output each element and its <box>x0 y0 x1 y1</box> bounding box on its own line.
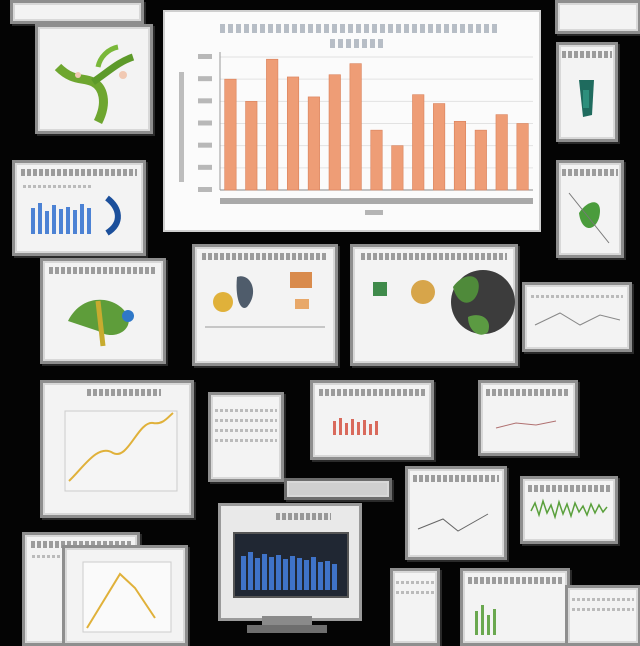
bar <box>245 101 258 191</box>
thumbnail-specimen <box>556 42 618 142</box>
thumbnail-green-sketch <box>556 160 624 258</box>
bar <box>412 94 425 191</box>
thumbnail-strip-top-right <box>555 0 640 34</box>
plant-diagram-image <box>54 44 135 125</box>
bar <box>370 129 383 191</box>
yellow-peak-chart <box>82 561 172 633</box>
thumbnail-green-noise <box>520 476 618 544</box>
chart-subtitle-illegible <box>330 39 385 48</box>
thumbnail-green-diagram <box>40 258 166 364</box>
thumbnail-plot-doc <box>405 466 507 560</box>
thumbnail-table-bottom-right <box>565 585 640 646</box>
specimen-image <box>579 80 594 117</box>
y-axis-label-illegible <box>179 72 184 182</box>
bar <box>495 114 508 191</box>
chart-title-illegible <box>220 24 500 33</box>
monitor-screen <box>233 532 349 598</box>
monitor-base <box>247 625 327 633</box>
y-tick-label-illegible <box>198 187 212 192</box>
bar <box>286 76 300 191</box>
bar <box>516 123 529 191</box>
thumbnail-strip-top-left <box>10 0 144 24</box>
thumbnail-yellow-peak <box>62 545 188 646</box>
plot-doc-image <box>417 513 489 532</box>
bar <box>224 78 237 191</box>
thumbnail-small-chart <box>478 380 578 456</box>
y-tick-label-illegible <box>198 98 212 104</box>
y-tick-label-illegible <box>198 142 212 148</box>
main-bar-chart <box>179 52 533 215</box>
y-tick-label-illegible <box>198 76 212 82</box>
thumbnail-plant-diagram <box>35 24 153 134</box>
line-diagram-image <box>534 312 621 326</box>
thumbnail-red-histogram <box>310 380 434 460</box>
thumbnail-line-diagram <box>522 282 632 352</box>
green-noise-chart <box>530 498 608 520</box>
bar <box>266 58 279 191</box>
bar <box>391 145 404 191</box>
monitor-stand <box>262 616 312 626</box>
thumbnail-green-bars <box>460 568 570 646</box>
yellow-line-chart <box>64 410 178 492</box>
green-bars-chart <box>475 605 496 635</box>
illustrations-image <box>205 272 325 328</box>
blue-bar-mini-chart <box>31 195 121 236</box>
bar <box>474 129 487 191</box>
thumbnail-narrow-doc <box>390 568 440 646</box>
monitor-display <box>218 503 362 621</box>
bar <box>453 120 467 191</box>
thumbnail-label-bar <box>284 478 392 500</box>
thumbnail-table-doc <box>208 392 284 482</box>
blue-bar-screen-chart <box>241 552 337 590</box>
thumbnail-illustrations <box>192 244 338 366</box>
y-tick-label-illegible <box>198 120 212 126</box>
red-histogram-image <box>333 418 378 435</box>
globe-image <box>373 270 515 335</box>
bar <box>328 74 341 191</box>
thumbnail-line-chart <box>40 380 194 518</box>
x-tick-labels-illegible <box>220 198 533 204</box>
thumbnail-earth-globe <box>350 244 518 366</box>
small-chart-image <box>495 420 557 429</box>
x-axis-label-illegible <box>365 210 383 215</box>
y-tick-label-illegible <box>198 54 212 59</box>
y-tick-label-illegible <box>198 164 212 170</box>
thumbnail-blue-bars <box>12 160 146 256</box>
green-diagram-image <box>68 299 134 347</box>
bar <box>433 103 446 191</box>
bar <box>307 96 320 191</box>
bar <box>349 63 362 191</box>
green-sketch-image <box>568 192 610 244</box>
main-bar-chart-panel <box>163 10 541 232</box>
